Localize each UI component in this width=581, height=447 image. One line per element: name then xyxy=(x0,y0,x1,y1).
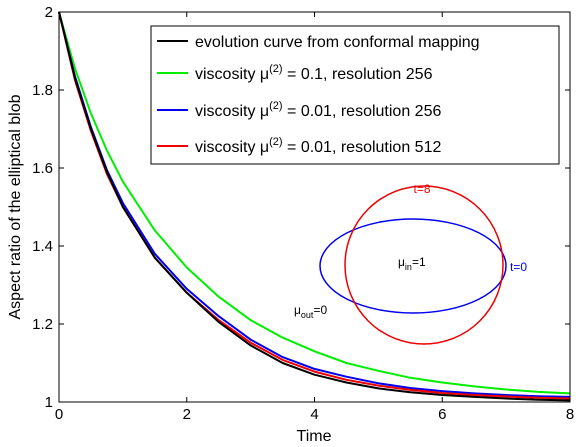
x-tick-label: 0 xyxy=(55,406,63,423)
legend-label-visc001-512: viscosity μ(2) = 0.01, resolution 512 xyxy=(195,136,441,156)
legend-label-visc01-256: viscosity μ(2) = 0.1, resolution 256 xyxy=(195,63,433,83)
y-tick-label: 1.2 xyxy=(32,316,53,333)
label-t0: t=0 xyxy=(510,260,527,274)
y-tick-label: 1.8 xyxy=(32,82,53,99)
mu-in-label: μin=1 xyxy=(398,255,426,272)
y-axis-label: Aspect ratio of the elliptical blob xyxy=(7,94,24,319)
y-tick-label: 1.6 xyxy=(32,160,53,177)
legend-label-conformal: evolution curve from conformal mapping xyxy=(195,34,480,51)
x-tick-label: 8 xyxy=(566,406,574,423)
y-tick-label: 2 xyxy=(45,4,53,21)
series-lines xyxy=(58,11,571,402)
series-line-conformal xyxy=(58,11,571,402)
x-tick-label: 6 xyxy=(438,406,446,423)
x-axis-label: Time xyxy=(297,428,332,445)
inset-diagram: t=8 t=0 μin=1 μout=0 xyxy=(294,182,527,345)
series-line-visc01_256 xyxy=(58,11,571,395)
axis-ticks: 0 2 4 6 8 1 1.2 1.4 1.6 1.8 2 xyxy=(32,4,574,423)
x-tick-label: 4 xyxy=(310,406,318,423)
legend-box xyxy=(150,25,560,165)
label-t8: t=8 xyxy=(413,182,430,196)
y-tick-label: 1.4 xyxy=(32,238,53,255)
y-tick-label: 1 xyxy=(45,394,53,411)
mu-out-label: μout=0 xyxy=(294,303,327,320)
legend: evolution curve from conformal mapping v… xyxy=(150,25,560,165)
legend-label-visc001-256: viscosity μ(2) = 0.01, resolution 256 xyxy=(195,100,441,120)
ellipse-t0 xyxy=(319,218,507,314)
x-tick-label: 2 xyxy=(183,406,191,423)
circle-t8 xyxy=(344,185,504,345)
